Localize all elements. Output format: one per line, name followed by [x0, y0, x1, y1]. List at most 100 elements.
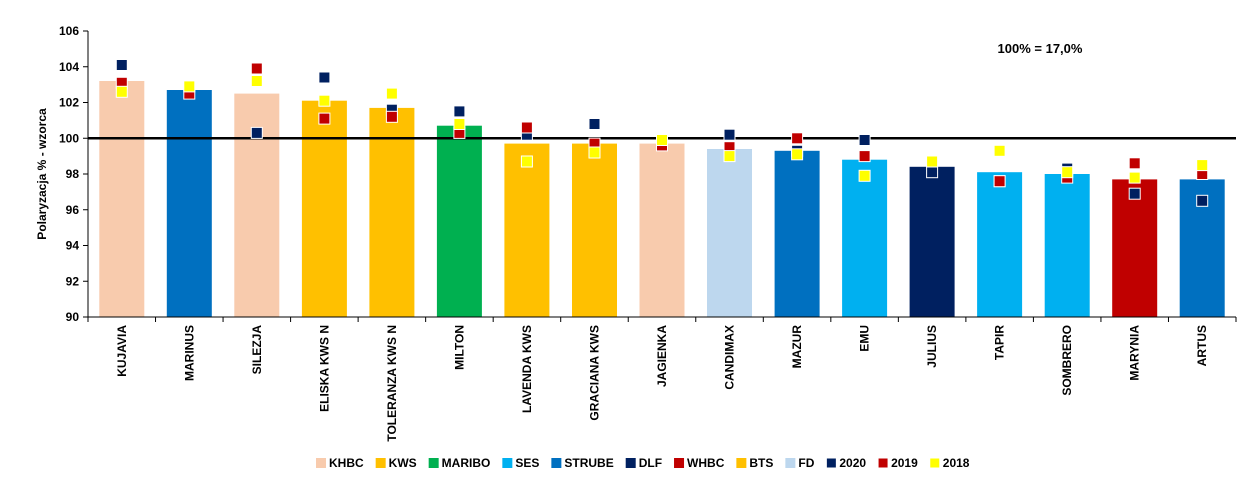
marker-2018 [453, 118, 466, 130]
legend-swatch [825, 457, 837, 469]
annotation-note: 100% = 17,0% [998, 41, 1083, 56]
legend-swatch [674, 458, 685, 468]
category-label: JULIUS [925, 325, 939, 368]
legend-label: FD [798, 456, 814, 470]
marker-2018 [791, 148, 804, 161]
bar-julius [909, 166, 955, 317]
bar-tapir [977, 172, 1023, 317]
bars-layer [99, 81, 1225, 318]
bar-candimax [707, 149, 752, 317]
marker-2018 [723, 150, 736, 163]
marker-2018 [520, 155, 533, 168]
category-label: TOLERANZA KWS N [385, 325, 399, 442]
category-label: EMU [858, 325, 872, 352]
legend-swatch [785, 458, 796, 468]
y-tick-label: 100 [59, 131, 79, 145]
bar-marinus [166, 90, 212, 317]
marker-2020 [318, 71, 331, 84]
y-tick-label: 102 [59, 96, 79, 110]
marker-2020 [858, 134, 871, 146]
marker-2018 [858, 169, 871, 182]
category-label: GRACIANA KWS [587, 325, 601, 421]
legend-swatch [551, 458, 562, 468]
legend: KHBC KWS MARIBO SES STRUBE DLF WHBC BTS FD 2020 20… [316, 456, 970, 470]
category-label: LAVENDA KWS [520, 325, 534, 413]
bar-lavenda-kws [504, 143, 550, 317]
bar-eliska-kws-n [301, 100, 347, 317]
y-axis-label: Polaryzacja % - wzorca [35, 108, 49, 240]
marker-2018 [656, 134, 668, 146]
marker-2019 [993, 175, 1006, 188]
bar-kujavia [99, 81, 145, 317]
y-tick-label: 104 [59, 60, 79, 74]
y-tick-label: 90 [66, 310, 80, 324]
legend-swatch [502, 458, 513, 468]
category-label: MAZUR [790, 325, 804, 369]
legend-label: STRUBE [564, 456, 613, 470]
marker-2018 [318, 94, 331, 107]
marker-2020 [1196, 194, 1209, 207]
category-label: MARYNIA [1128, 325, 1142, 381]
category-label: MARINUS [182, 325, 196, 381]
marker-2019 [520, 121, 533, 134]
marker-2020 [588, 118, 601, 130]
marker-2018 [183, 80, 196, 93]
legend-label: SES [515, 456, 539, 470]
marker-2020 [115, 59, 128, 71]
legend-swatch [375, 458, 386, 468]
legend-swatch [428, 458, 439, 468]
legend-swatch [877, 457, 889, 469]
bar-milton [436, 125, 482, 317]
y-tick-label: 96 [66, 203, 80, 217]
legend-label: 2020 [839, 456, 866, 470]
marker-2019 [250, 62, 263, 75]
category-label: SILEZJA [250, 325, 264, 375]
marker-2018 [1061, 166, 1074, 179]
bar-marynia [1112, 179, 1158, 317]
marker-2018 [1128, 171, 1141, 184]
category-label: TAPIR [993, 325, 1007, 360]
marker-2019 [1128, 157, 1141, 170]
category-label: JAGIENKA [655, 325, 669, 387]
legend-swatch [736, 458, 747, 468]
marker-2018 [926, 155, 939, 168]
category-label: KUJAVIA [115, 325, 129, 377]
bar-toleranza-kws-n [369, 107, 415, 318]
legend-label: 2019 [891, 456, 918, 470]
category-label: CANDIMAX [723, 325, 737, 390]
bar-graciana-kws [572, 143, 617, 317]
legend-label: WHBC [687, 456, 725, 470]
marker-2020 [250, 126, 263, 139]
legend-label: 2018 [943, 456, 970, 470]
y-tick-label: 106 [59, 24, 79, 38]
marker-2020 [723, 128, 736, 141]
marker-2020 [453, 105, 466, 118]
marker-2018 [250, 75, 263, 87]
marker-2018 [993, 144, 1006, 157]
bar-jagienka [639, 143, 685, 317]
marker-2018 [115, 85, 128, 98]
legend-swatch [929, 457, 941, 469]
labels-layer: Polaryzacja % - wzorca 100% = 17,0% KUJAVI… [35, 41, 1209, 442]
markers-layer [115, 59, 1209, 207]
legend-swatch [625, 458, 636, 468]
marker-2019 [858, 150, 871, 163]
legend-label: BTS [749, 456, 773, 470]
bar-sombrero [1044, 174, 1090, 317]
category-label: ARTUS [1195, 325, 1209, 366]
marker-2020 [1128, 187, 1141, 200]
y-tick-label: 92 [66, 274, 80, 288]
legend-label: MARIBO [442, 456, 491, 470]
legend-swatch [316, 458, 326, 468]
marker-2019 [318, 112, 331, 125]
marker-2018 [1196, 159, 1209, 172]
y-tick-label: 98 [66, 167, 80, 181]
bar-emu [842, 159, 888, 317]
category-label: SOMBRERO [1060, 325, 1074, 396]
legend-label: KWS [389, 456, 417, 470]
marker-2018 [588, 146, 601, 159]
bar-mazur [774, 150, 820, 317]
marker-2019 [385, 110, 398, 123]
